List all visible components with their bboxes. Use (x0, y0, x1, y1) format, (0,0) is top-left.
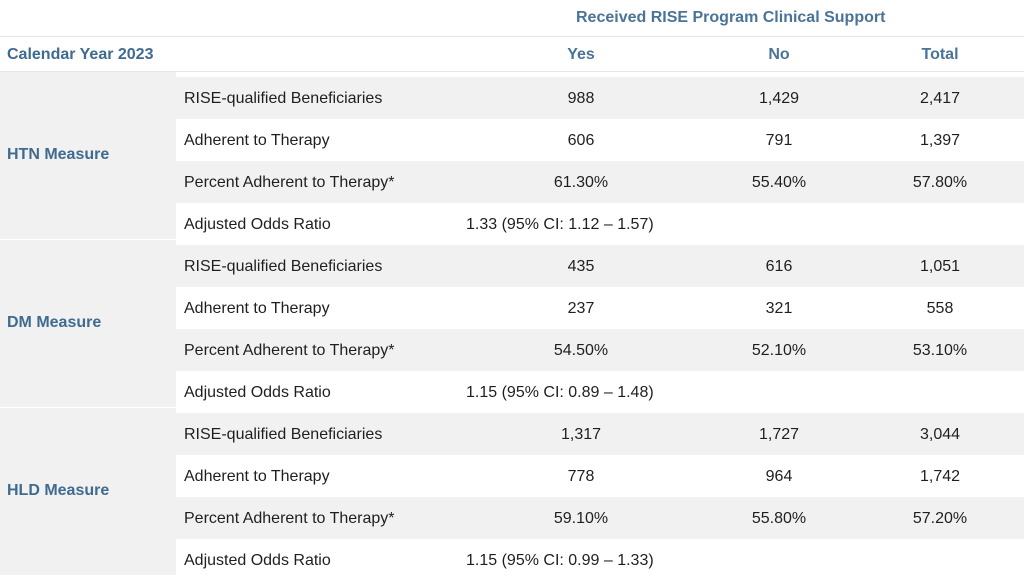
cell-no: 55.40% (751, 174, 807, 191)
row-label: Percent Adherent to Therapy* (184, 174, 395, 191)
cell-total: 3,044 (919, 426, 961, 443)
table-row: Adherent to Therapy 237 321 558 (176, 287, 1024, 329)
group-label-cell: HTN Measure (0, 72, 176, 240)
row-label: Adjusted Odds Ratio (184, 216, 331, 233)
table-row-adjusted-odds: Adjusted Odds Ratio 1.15 (95% CI: 0.99 –… (176, 539, 1024, 581)
cell-yes: 61.30% (553, 174, 609, 191)
super-header-title: Received RISE Program Clinical Support (576, 9, 886, 26)
cell-yes: 435 (567, 258, 595, 275)
table-row: Adherent to Therapy 778 964 1,742 (176, 455, 1024, 497)
row-label: Percent Adherent to Therapy* (184, 342, 395, 359)
row-label: Adherent to Therapy (184, 132, 330, 149)
group-label: HLD Measure (7, 482, 110, 499)
cell-no: 964 (765, 468, 793, 485)
cell-total: 1,051 (919, 258, 961, 275)
row-label: RISE-qualified Beneficiaries (184, 90, 383, 107)
adjusted-odds-value: 1.33 (95% CI: 1.12 – 1.57) (466, 216, 654, 233)
cell-yes: 1,317 (560, 426, 602, 443)
cell-no: 616 (765, 258, 793, 275)
row-label: Adherent to Therapy (184, 468, 330, 485)
cell-total: 2,417 (919, 90, 961, 107)
table-super-header: Received RISE Program Clinical Support (0, 0, 1024, 36)
cell-yes: 59.10% (553, 510, 609, 527)
table-row: RISE-qualified Beneficiaries 988 1,429 2… (176, 77, 1024, 119)
cell-total: 53.10% (912, 342, 968, 359)
cell-total: 57.80% (912, 174, 968, 191)
table-row: Percent Adherent to Therapy* 59.10% 55.8… (176, 497, 1024, 539)
row-label: Adherent to Therapy (184, 300, 330, 317)
cell-total: 57.20% (912, 510, 968, 527)
group-label-cell: HLD Measure (0, 408, 176, 576)
cell-yes: 778 (567, 468, 595, 485)
column-header-no: No (768, 46, 790, 63)
table-row: Adherent to Therapy 606 791 1,397 (176, 119, 1024, 161)
cell-no: 52.10% (751, 342, 807, 359)
cell-no: 55.80% (751, 510, 807, 527)
year-label: Calendar Year 2023 (7, 46, 154, 63)
group-label: DM Measure (7, 314, 102, 331)
adjusted-odds-value: 1.15 (95% CI: 0.99 – 1.33) (466, 552, 654, 569)
row-label: Adjusted Odds Ratio (184, 552, 331, 569)
column-header-yes: Yes (567, 46, 595, 63)
adjusted-odds-value: 1.15 (95% CI: 0.89 – 1.48) (466, 384, 654, 401)
table-row-adjusted-odds: Adjusted Odds Ratio 1.15 (95% CI: 0.89 –… (176, 371, 1024, 413)
group-htn: HTN Measure RISE-qualified Beneficiaries… (0, 72, 1024, 240)
cell-total: 1,742 (919, 468, 961, 485)
group-label: HTN Measure (7, 146, 110, 163)
cell-no: 1,727 (758, 426, 800, 443)
cell-yes: 237 (567, 300, 595, 317)
row-label: RISE-qualified Beneficiaries (184, 426, 383, 443)
row-label: Percent Adherent to Therapy* (184, 510, 395, 527)
cell-total: 1,397 (919, 132, 961, 149)
cell-yes: 606 (567, 132, 595, 149)
row-label: RISE-qualified Beneficiaries (184, 258, 383, 275)
table-row: RISE-qualified Beneficiaries 1,317 1,727… (176, 413, 1024, 455)
row-label: Adjusted Odds Ratio (184, 384, 331, 401)
table-row: Percent Adherent to Therapy* 61.30% 55.4… (176, 161, 1024, 203)
cell-no: 321 (765, 300, 793, 317)
cell-yes: 54.50% (553, 342, 609, 359)
column-header-row: Calendar Year 2023 Yes No Total (0, 36, 1024, 72)
table-row: RISE-qualified Beneficiaries 435 616 1,0… (176, 245, 1024, 287)
cell-yes: 988 (567, 90, 595, 107)
cell-no: 791 (765, 132, 793, 149)
table-row: Percent Adherent to Therapy* 54.50% 52.1… (176, 329, 1024, 371)
cell-no: 1,429 (758, 90, 800, 107)
group-dm: DM Measure RISE-qualified Beneficiaries … (0, 240, 1024, 408)
column-header-total: Total (921, 46, 959, 63)
group-hld: HLD Measure RISE-qualified Beneficiaries… (0, 408, 1024, 576)
group-label-cell: DM Measure (0, 240, 176, 408)
cell-total: 558 (926, 300, 954, 317)
table-row-adjusted-odds: Adjusted Odds Ratio 1.33 (95% CI: 1.12 –… (176, 203, 1024, 245)
